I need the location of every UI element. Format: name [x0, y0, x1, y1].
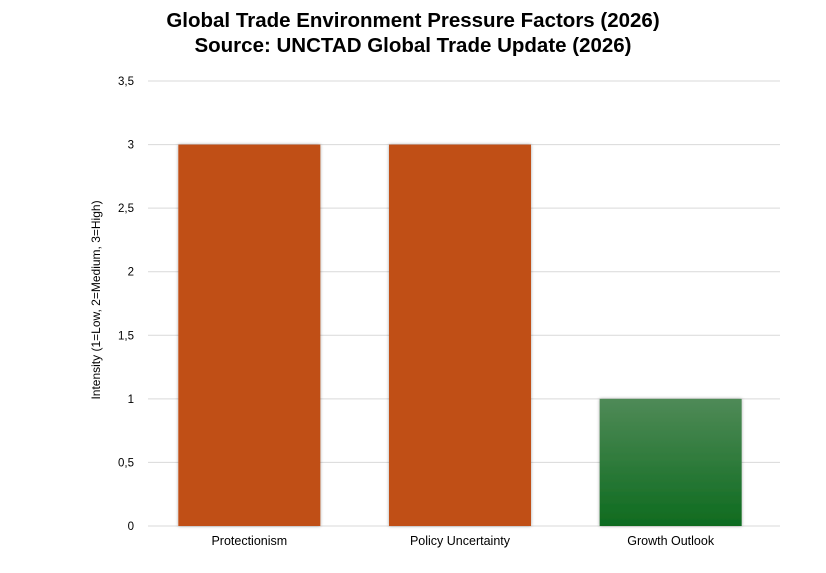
- y-tick-label: 2: [128, 267, 134, 279]
- chart-title: Global Trade Environment Pressure Factor…: [166, 9, 660, 32]
- chart-subtitle: Source: UNCTAD Global Trade Update (2026…: [194, 34, 632, 57]
- y-axis-label: Intensity (1=Low, 2=Medium, 3=High): [89, 200, 103, 399]
- bar-protectionism: [178, 144, 321, 527]
- y-tick-label: 2,5: [118, 203, 134, 215]
- chart-title-block: Global Trade Environment Pressure Factor…: [0, 8, 826, 58]
- y-tick-label: 1,5: [118, 330, 134, 342]
- y-tick-label: 0: [128, 521, 134, 533]
- x-tick-label: Policy Uncertainty: [410, 534, 511, 548]
- y-tick-label: 3,5: [118, 76, 134, 88]
- y-tick-label: 3: [128, 140, 134, 152]
- x-tick-label: Growth Outlook: [627, 534, 715, 548]
- x-tick-label: Protectionism: [211, 534, 287, 548]
- bar-policy-uncertainty: [389, 144, 531, 527]
- bar-growth-outlook: [599, 398, 742, 526]
- y-tick-label: 0,5: [118, 457, 134, 469]
- y-tick-label: 1: [128, 394, 134, 406]
